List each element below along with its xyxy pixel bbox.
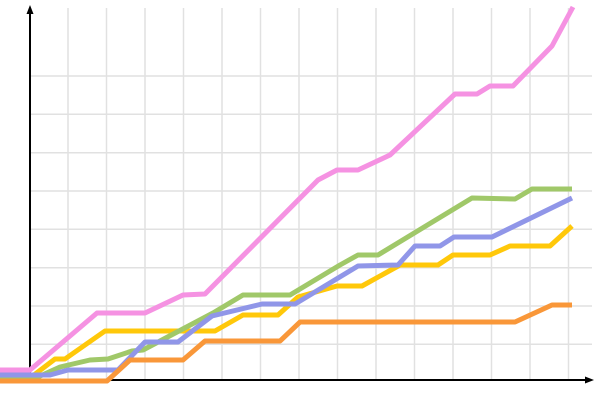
- series-line-orange: [0, 302, 572, 384]
- series-lines: [0, 5, 576, 384]
- series-line-pink: [0, 5, 576, 373]
- axes: [26, 5, 594, 384]
- series-line-blue: [0, 195, 574, 378]
- x-axis-arrow-icon: [585, 376, 594, 384]
- gridlines: [31, 8, 592, 380]
- y-axis-arrow-icon: [26, 5, 34, 14]
- series-line-green: [0, 186, 572, 380]
